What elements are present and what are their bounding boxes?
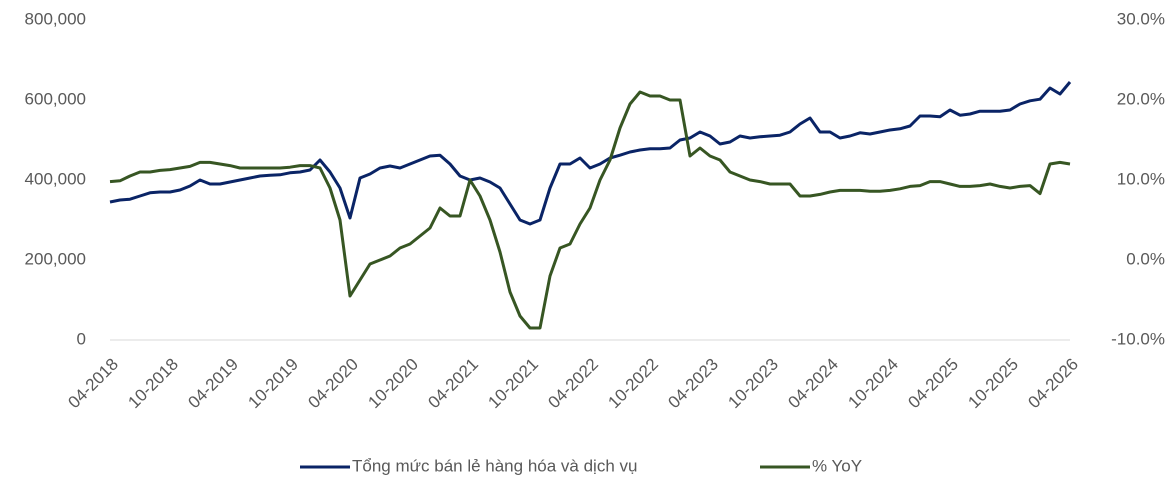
y-tick-label: 400,000 bbox=[25, 169, 86, 188]
x-tick-label: 04-2021 bbox=[424, 355, 482, 413]
x-tick-label: 04-2018 bbox=[64, 355, 122, 413]
x-tick-label: 04-2026 bbox=[1024, 355, 1082, 413]
x-tick-label: 10-2025 bbox=[964, 355, 1022, 413]
x-tick-label: 10-2022 bbox=[604, 355, 662, 413]
x-tick-label: 10-2021 bbox=[484, 355, 542, 413]
legend-label: Tổng mức bán lẻ hàng hóa và dịch vụ bbox=[352, 456, 637, 475]
x-tick-label: 10-2019 bbox=[244, 355, 302, 413]
x-tick-label: 10-2024 bbox=[844, 355, 902, 413]
y-tick-label: 800,000 bbox=[25, 9, 86, 28]
line-series bbox=[109, 81, 1072, 226]
x-tick-label: 10-2020 bbox=[364, 355, 422, 413]
y2-tick-label: 30.0% bbox=[1117, 9, 1165, 28]
x-tick-label: 04-2025 bbox=[904, 355, 962, 413]
x-tick-label: 10-2018 bbox=[124, 355, 182, 413]
y2-tick-label: 20.0% bbox=[1117, 89, 1165, 108]
legend-label: % YoY bbox=[812, 456, 862, 475]
x-tick-label: 04-2020 bbox=[304, 355, 362, 413]
x-tick-label: 04-2019 bbox=[184, 355, 242, 413]
y2-tick-label: 0.0% bbox=[1126, 249, 1165, 268]
x-tick-label: 04-2023 bbox=[664, 355, 722, 413]
x-tick-label: 04-2022 bbox=[544, 355, 602, 413]
y2-tick-label: 10.0% bbox=[1117, 169, 1165, 188]
y-tick-label: 0 bbox=[77, 329, 86, 348]
y2-tick-label: -10.0% bbox=[1111, 329, 1165, 348]
x-tick-label: 04-2024 bbox=[784, 355, 842, 413]
y-tick-label: 200,000 bbox=[25, 249, 86, 268]
x-tick-label: 10-2023 bbox=[724, 355, 782, 413]
y-tick-label: 600,000 bbox=[25, 89, 86, 108]
line-series bbox=[109, 90, 1071, 330]
